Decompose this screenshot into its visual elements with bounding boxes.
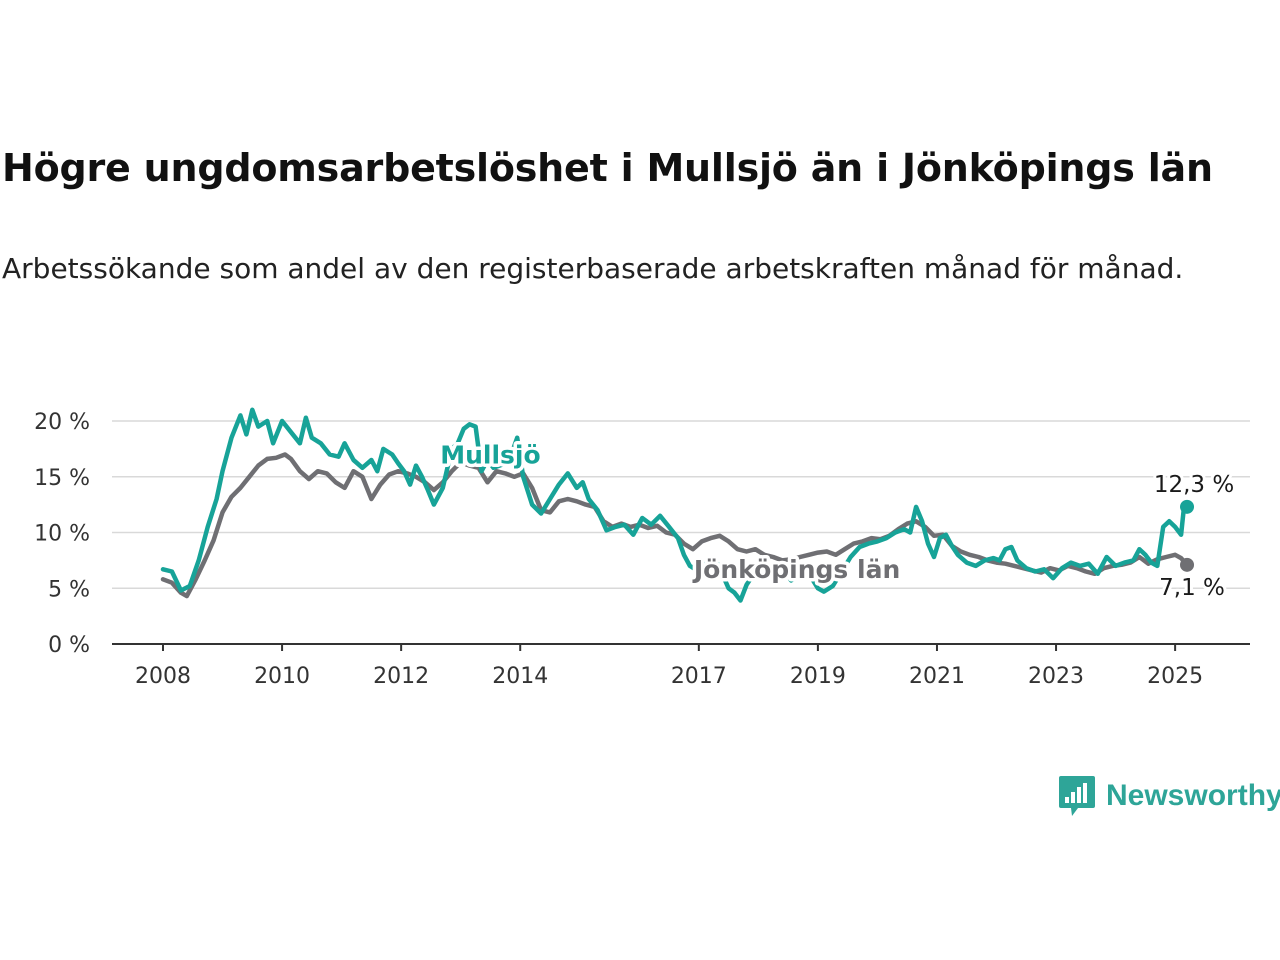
end-value-label-mullsjo: 12,3 % bbox=[1154, 472, 1234, 498]
series-labels: Mullsjö Jönköpings län 12,3 % 7,1 % bbox=[437, 437, 1237, 604]
line-chart: 0 %5 %10 %15 %20 % 2008 2010 2012 2014 2017 2… bbox=[34, 407, 1250, 689]
x-tick-label: 2017 bbox=[671, 664, 727, 689]
y-tick-label: 20 % bbox=[34, 410, 90, 435]
x-tick-label: 2012 bbox=[373, 664, 429, 689]
end-value-label-jonkopings-lan: 7,1 % bbox=[1159, 575, 1225, 601]
chart-subtitle: Arbetssökande som andel av den registerb… bbox=[2, 252, 1184, 285]
series-lines bbox=[160, 407, 1195, 603]
y-tick-label: 15 % bbox=[34, 466, 90, 491]
x-tick-label: 2010 bbox=[254, 664, 310, 689]
brand-name: Newsworthy bbox=[1106, 779, 1280, 812]
y-tick-label: 5 % bbox=[48, 577, 90, 602]
x-axis: 2008 2010 2012 2014 2017 2019 2021 2023 2025 bbox=[112, 643, 1250, 689]
x-tick-label: 2019 bbox=[790, 664, 846, 689]
y-tick-label: 0 % bbox=[48, 633, 90, 658]
end-point-jonkopings-lan bbox=[1180, 557, 1195, 572]
series-label-mullsjo: Mullsjö bbox=[440, 440, 540, 469]
x-tick-label: 2014 bbox=[492, 664, 548, 689]
series-line-jonkopings-lan bbox=[160, 452, 1190, 599]
x-tick-label: 2008 bbox=[135, 664, 191, 689]
y-tick-label: 10 % bbox=[34, 522, 90, 547]
series-label-jonkopings-lan: Jönköpings län bbox=[692, 555, 900, 584]
x-tick-label: 2021 bbox=[909, 664, 965, 689]
chart-title: Högre ungdomsarbetslöshet i Mullsjö än i… bbox=[2, 146, 1213, 190]
grid-lines bbox=[112, 420, 1250, 589]
end-point-mullsjo bbox=[1180, 499, 1195, 514]
series-line-mullsjo bbox=[160, 407, 1190, 603]
x-tick-label: 2025 bbox=[1147, 664, 1203, 689]
newsworthy-logo-icon bbox=[1059, 776, 1095, 816]
newsworthy-brand: Newsworthy bbox=[1058, 774, 1280, 818]
x-tick-label: 2023 bbox=[1028, 664, 1084, 689]
y-axis-labels: 0 % 5 % 10 % 15 % 20 % bbox=[34, 410, 90, 658]
